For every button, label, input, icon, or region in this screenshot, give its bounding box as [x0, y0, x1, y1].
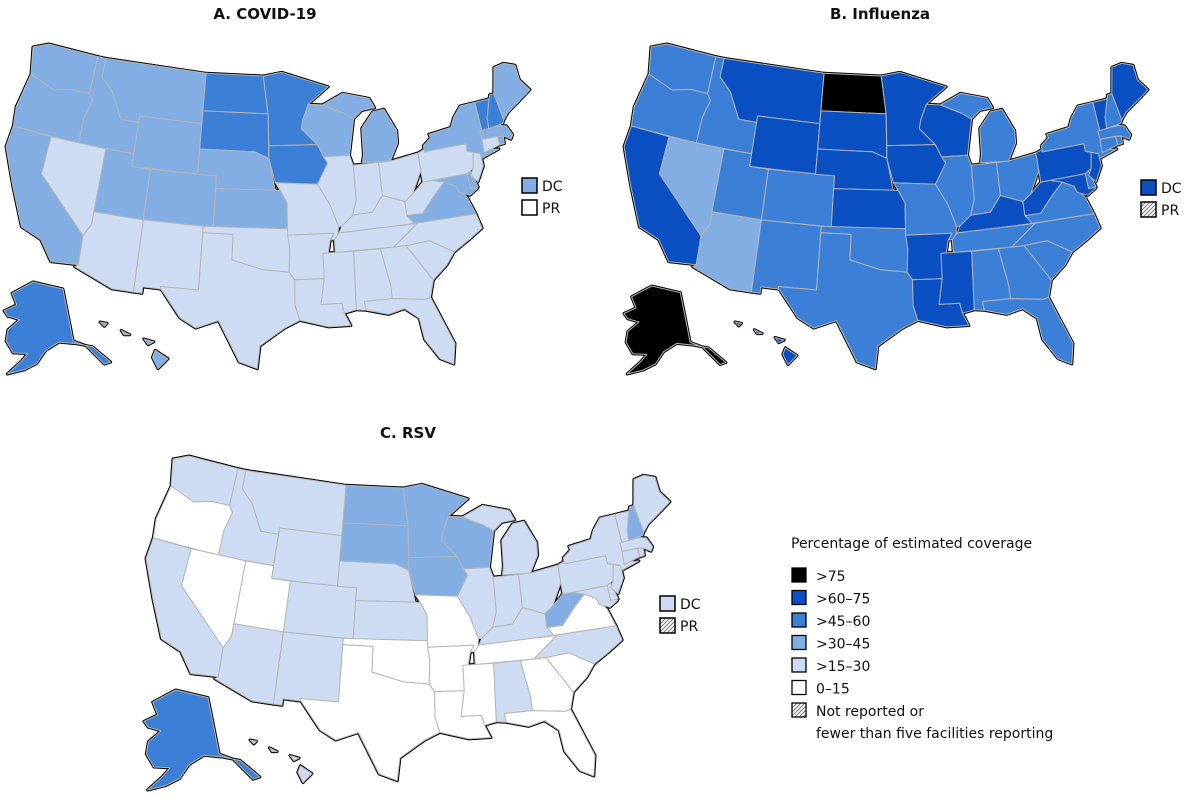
state-MI[interactable]: [939, 92, 994, 120]
state-MI[interactable]: [361, 108, 399, 164]
state-AK[interactable]: [143, 689, 261, 791]
state-IA[interactable]: [886, 144, 947, 185]
label-PR: PR: [1161, 203, 1179, 219]
legend-swatch: [791, 589, 807, 606]
state-ME[interactable]: [493, 62, 531, 121]
state-ND[interactable]: [820, 72, 887, 115]
legend-label: >75: [816, 569, 846, 585]
state-FL[interactable]: [363, 296, 456, 365]
state-layer: [143, 455, 671, 791]
state-KS[interactable]: [830, 188, 906, 230]
state-ND[interactable]: [202, 72, 269, 115]
legend-label: >30–45: [816, 637, 870, 653]
state-AK[interactable]: [3, 281, 112, 375]
state-HI[interactable]: [249, 739, 313, 784]
state-WY[interactable]: [749, 115, 821, 175]
legend-label: >45–60: [816, 614, 870, 630]
panel-title: A. COVID-19: [213, 5, 316, 23]
legend-label-line2: fewer than five facilities reporting: [816, 726, 1053, 742]
legend-swatch: [791, 657, 807, 673]
legend-label: >60–75: [816, 592, 870, 608]
panel-title: B. Influenza: [830, 5, 930, 23]
state-WY[interactable]: [131, 115, 203, 175]
state-KS[interactable]: [212, 188, 288, 230]
label-PR: PR: [542, 201, 560, 217]
state-MI[interactable]: [501, 520, 539, 576]
panel-title: C. RSV: [380, 424, 436, 442]
map-panel-covid: A. COVID-19 DC PR: [2, 5, 563, 376]
legend-swatch: [791, 679, 807, 696]
state-HI[interactable]: [99, 321, 169, 370]
state-CO[interactable]: [282, 580, 357, 640]
legend-swatch: [791, 567, 807, 583]
map-panel-rsv: C. RSV DC PR: [142, 424, 701, 792]
state-CO[interactable]: [142, 168, 217, 228]
legend: Percentage of estimated coverage >75 >60–…: [791, 536, 1053, 742]
state-MI[interactable]: [461, 504, 516, 532]
legend-label: 0–15: [816, 682, 850, 698]
state-NM[interactable]: [750, 219, 822, 294]
state-layer: [623, 43, 1149, 375]
state-layer: [3, 43, 531, 375]
swatch-PR[interactable]: [521, 199, 538, 216]
legend-swatch: [791, 634, 807, 651]
swatch-DC[interactable]: [659, 595, 676, 612]
state-FL[interactable]: [503, 708, 596, 777]
state-ND[interactable]: [342, 484, 409, 527]
state-NM[interactable]: [272, 631, 344, 706]
label-DC: DC: [1161, 181, 1182, 197]
state-IA[interactable]: [268, 144, 329, 185]
state-AK[interactable]: [623, 285, 727, 375]
state-MI[interactable]: [979, 108, 1017, 164]
state-ME[interactable]: [633, 474, 671, 533]
legend-title: Percentage of estimated coverage: [791, 536, 1032, 552]
label-PR: PR: [680, 619, 698, 635]
state-CO[interactable]: [760, 168, 835, 228]
label-DC: DC: [680, 597, 701, 613]
legend-swatch: [791, 612, 807, 628]
state-HI[interactable]: [734, 321, 798, 366]
state-FL[interactable]: [981, 296, 1074, 365]
legend-label: >15–30: [816, 659, 870, 675]
swatch-PR[interactable]: [1140, 201, 1157, 218]
state-MI[interactable]: [321, 92, 376, 120]
swatch-DC[interactable]: [521, 177, 538, 194]
state-NM[interactable]: [132, 219, 204, 294]
state-WY[interactable]: [271, 527, 343, 587]
legend-swatch: [791, 702, 807, 718]
label-DC: DC: [542, 179, 563, 195]
map-panel-influenza: B. Influenza DC PR: [622, 5, 1182, 376]
state-IA[interactable]: [408, 556, 469, 597]
state-KS[interactable]: [352, 600, 428, 642]
swatch-DC[interactable]: [1140, 179, 1157, 196]
state-ME[interactable]: [1111, 62, 1149, 121]
legend-label: Not reported or: [816, 704, 924, 720]
swatch-PR[interactable]: [659, 617, 676, 634]
